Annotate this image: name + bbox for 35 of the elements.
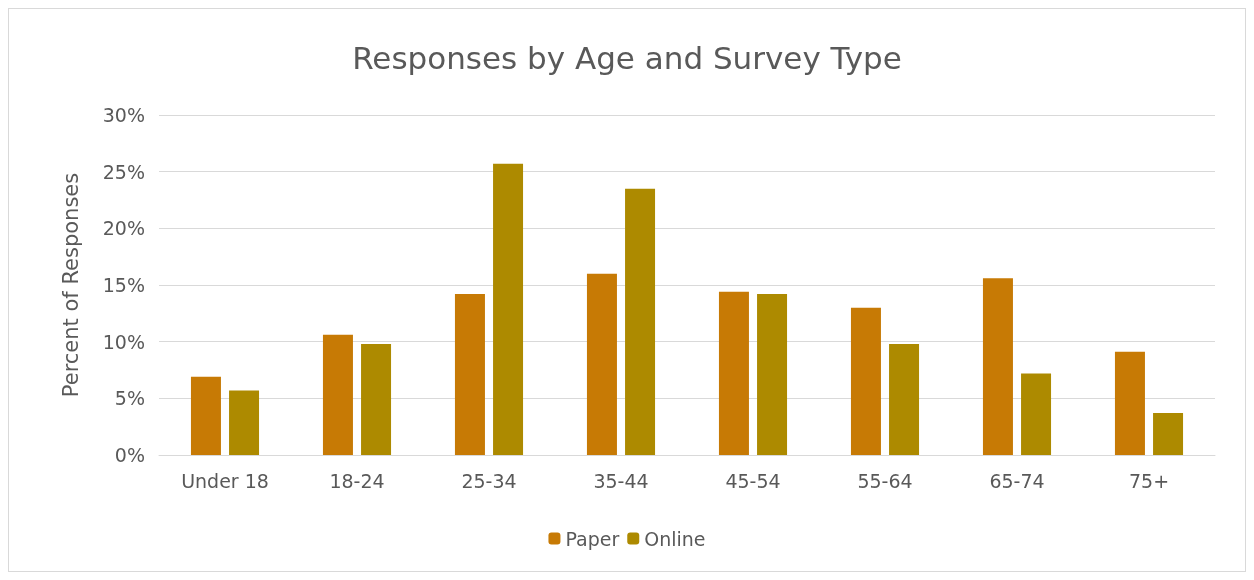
y-tick-label: 5% xyxy=(114,387,145,410)
x-tick-label: 75+ xyxy=(1128,469,1170,492)
x-tick-label: 55-64 xyxy=(857,469,913,492)
x-tick-label: 18-24 xyxy=(329,469,385,492)
bar xyxy=(889,343,920,455)
bar xyxy=(190,376,221,455)
y-tick-label: 30% xyxy=(102,104,145,126)
bar xyxy=(1114,351,1145,455)
y-tick-label: 10% xyxy=(102,330,145,353)
legend-label: Online xyxy=(644,527,706,550)
bar xyxy=(850,307,881,455)
x-tick-label: 45-54 xyxy=(725,469,781,492)
bar xyxy=(493,163,524,455)
bar xyxy=(757,294,788,455)
y-tick-label: 0% xyxy=(114,444,145,466)
y-tick-label: 15% xyxy=(102,274,145,296)
bar xyxy=(322,334,353,455)
legend-label: Paper xyxy=(565,527,620,550)
bar xyxy=(361,343,392,455)
bar xyxy=(625,188,656,455)
y-tick-label: 25% xyxy=(102,160,145,183)
x-tick-label: 65-74 xyxy=(989,469,1045,492)
x-tick-label: 25-34 xyxy=(461,469,517,492)
bar xyxy=(1153,413,1184,455)
bar xyxy=(982,278,1013,455)
y-tick-label: 20% xyxy=(102,217,145,240)
y-axis-title: Percent of Responses xyxy=(58,172,83,398)
bar xyxy=(586,273,617,455)
x-tick-label: Under 18 xyxy=(181,469,269,492)
x-tick-label: 35-44 xyxy=(593,469,649,492)
bar xyxy=(718,291,749,455)
bar xyxy=(454,294,485,455)
bar xyxy=(229,390,260,455)
chart-title: Responses by Age and Survey Type xyxy=(352,39,902,76)
bar xyxy=(1021,373,1052,455)
